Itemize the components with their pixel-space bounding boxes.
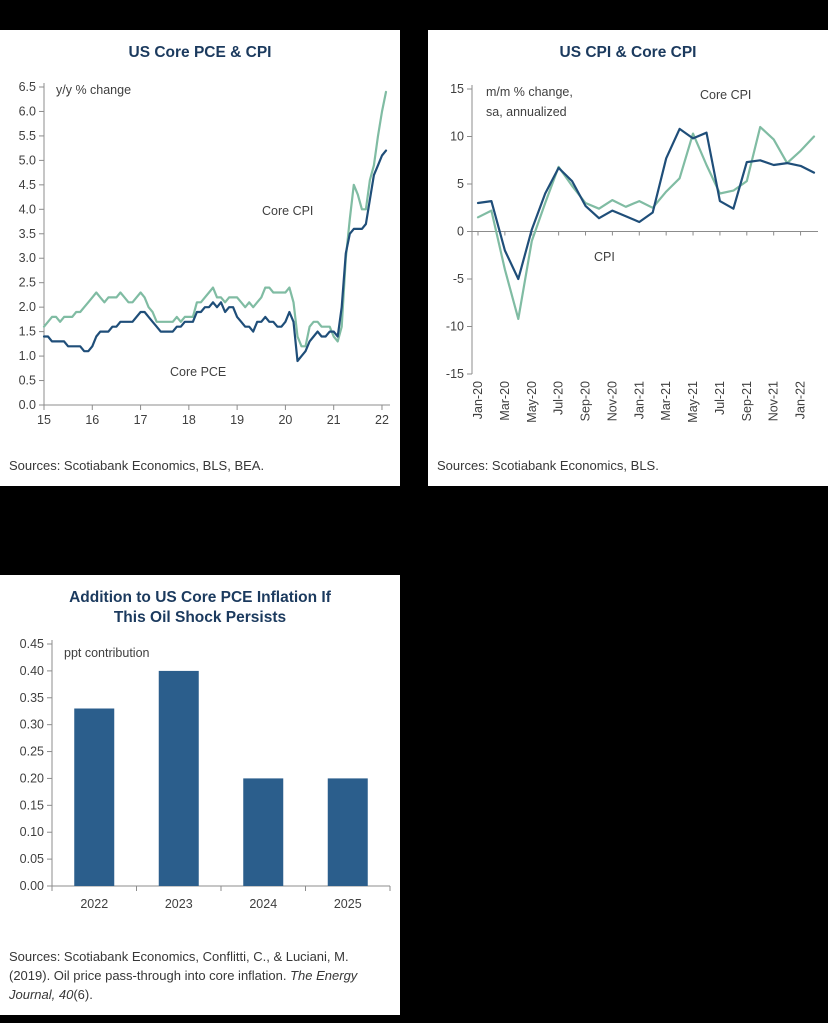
axis-note: ppt contribution bbox=[64, 646, 150, 660]
source-text-italic: The Energy Journal, 40 bbox=[9, 968, 358, 1003]
y-tick-label: 6.5 bbox=[19, 80, 36, 94]
series-label-core-cpi: Core CPI bbox=[262, 204, 313, 218]
y-tick-label: 2.5 bbox=[19, 276, 36, 290]
y-tick-label: 0.0 bbox=[19, 398, 36, 412]
x-tick-label: Sep-20 bbox=[579, 381, 593, 421]
y-tick-label: 4.0 bbox=[19, 202, 36, 216]
x-tick-label: 16 bbox=[85, 413, 99, 427]
x-tick-label: 2025 bbox=[334, 897, 362, 911]
series-line-core-pce bbox=[42, 149, 388, 363]
y-tick-label: 0.25 bbox=[20, 745, 44, 759]
y-tick-label: 3.5 bbox=[19, 227, 36, 241]
bar-2024 bbox=[243, 778, 284, 886]
y-tick-label: 5.0 bbox=[19, 153, 36, 167]
y-tick-label: 0.15 bbox=[20, 798, 44, 812]
axis-note-line-1: m/m % change, bbox=[486, 85, 573, 99]
x-tick-label: Jan-21 bbox=[632, 381, 646, 419]
x-tick-label: 15 bbox=[37, 413, 51, 427]
y-tick-label: 0.05 bbox=[20, 852, 44, 866]
x-tick-label: Nov-21 bbox=[767, 381, 781, 421]
x-tick-label: Nov-20 bbox=[605, 381, 619, 421]
oil-shock-chart: 0.00 0.05 0.10 0.15 0.20 0.25 0.30 0.35 0.40 0.45… bbox=[20, 637, 391, 911]
y-tick-label: -15 bbox=[446, 367, 464, 381]
source-text-suffix: (6). bbox=[73, 987, 93, 1003]
y-tick-label: -5 bbox=[453, 272, 464, 286]
y-tick-label: 4.5 bbox=[19, 178, 36, 192]
x-tick-label: Jul-20 bbox=[552, 381, 566, 415]
y-tick-label: 1.5 bbox=[19, 325, 36, 339]
x-tick-label: May-20 bbox=[525, 381, 539, 423]
bar-2025 bbox=[327, 778, 368, 886]
bar-2022 bbox=[74, 708, 115, 886]
x-tick-label: Sep-21 bbox=[740, 381, 754, 421]
core-pce-cpi-chart: 0.0 0.5 1.0 1.5 2.0 2.5 3.0 3.5 4.0 4.5 5.0 5.5 6.0 6… bbox=[19, 80, 390, 427]
y-tick-label: 0.40 bbox=[20, 664, 44, 678]
axis-note: y/y % change bbox=[56, 83, 131, 97]
y-tick-label: 6.0 bbox=[19, 104, 36, 118]
chart-panel-core-pce-cpi: US Core PCE & CPI 0.0 0.5 1.0 1.5 2.0 2.5 3.0 3… bbox=[0, 30, 400, 486]
source-note-oil-shock: Sources: Scotiabank Economics, Conflitti… bbox=[0, 948, 400, 1015]
x-tick-label: Jul-21 bbox=[713, 381, 727, 415]
axis-note-line-2: sa, annualized bbox=[486, 105, 567, 119]
x-tick-label: 20 bbox=[278, 413, 292, 427]
y-tick-label: -10 bbox=[446, 320, 464, 334]
axes bbox=[467, 85, 818, 375]
y-tick-label: 2.0 bbox=[19, 300, 36, 314]
x-tick-label: 19 bbox=[230, 413, 244, 427]
x-tick-label: 17 bbox=[134, 413, 148, 427]
source-note-cpi-core-cpi: Sources: Scotiabank Economics, BLS. bbox=[437, 458, 659, 474]
y-tick-label: 3.0 bbox=[19, 251, 36, 265]
x-tick-label: May-21 bbox=[686, 381, 700, 423]
y-tick-label: 0 bbox=[457, 225, 464, 239]
chart-title-line-1: Addition to US Core PCE Inflation If bbox=[69, 589, 331, 606]
y-tick-label: 0.45 bbox=[20, 637, 44, 651]
y-tick-label: 0.10 bbox=[20, 825, 44, 839]
x-tick-label: Jan-20 bbox=[471, 381, 485, 419]
x-tick-label: 2022 bbox=[80, 897, 108, 911]
bar-2023 bbox=[158, 670, 199, 886]
chart-panel-cpi-core-cpi: US CPI & Core CPI -15 -10 -5 0 5 10 15 Jan-20 Ma… bbox=[428, 30, 828, 486]
y-tick-label: 5.5 bbox=[19, 129, 36, 143]
y-tick-label: 15 bbox=[450, 82, 464, 96]
series-line-cpi bbox=[476, 127, 816, 281]
x-tick-label: Jan-22 bbox=[794, 381, 808, 419]
y-tick-label: 0.30 bbox=[20, 718, 44, 732]
series-label-cpi: CPI bbox=[594, 250, 615, 264]
series-label-core-pce: Core PCE bbox=[170, 365, 226, 379]
source-note-core-pce-cpi: Sources: Scotiabank Economics, BLS, BEA. bbox=[9, 458, 265, 474]
x-tick-label: 2023 bbox=[165, 897, 193, 911]
chart-title-line-2: This Oil Shock Persists bbox=[113, 609, 287, 626]
chart-panel-oil-shock: Addition to US Core PCE Inflation If Thi… bbox=[0, 575, 400, 1015]
y-tick-label: 5 bbox=[457, 177, 464, 191]
y-tick-label: 0.00 bbox=[20, 879, 44, 893]
series-line-core-cpi bbox=[42, 90, 388, 348]
series-label-core-cpi: Core CPI bbox=[700, 88, 751, 102]
axes bbox=[39, 83, 390, 410]
series-line-core-cpi bbox=[476, 125, 816, 320]
x-tick-label: 22 bbox=[375, 413, 389, 427]
chart-title-oil-shock: Addition to US Core PCE Inflation If Thi… bbox=[0, 575, 400, 628]
x-tick-label: Mar-20 bbox=[498, 381, 512, 421]
source-text-plain: Sources: Scotiabank Economics, Conflitti… bbox=[9, 949, 349, 984]
y-tick-label: 10 bbox=[450, 130, 464, 144]
chart-title-cpi-core-cpi: US CPI & Core CPI bbox=[559, 44, 697, 61]
y-tick-label: 0.5 bbox=[19, 374, 36, 388]
x-tick-label: Mar-21 bbox=[659, 381, 673, 421]
x-tick-label: 18 bbox=[182, 413, 196, 427]
cpi-core-cpi-chart: -15 -10 -5 0 5 10 15 Jan-20 Mar-20 May-20 Jul-20 Se… bbox=[446, 82, 818, 423]
x-tick-label: 2024 bbox=[249, 897, 277, 911]
y-tick-label: 1.0 bbox=[19, 349, 36, 363]
y-tick-label: 0.20 bbox=[20, 771, 44, 785]
chart-title-core-pce-cpi: US Core PCE & CPI bbox=[128, 44, 272, 61]
x-tick-label: 21 bbox=[327, 413, 341, 427]
y-tick-label: 0.35 bbox=[20, 691, 44, 705]
